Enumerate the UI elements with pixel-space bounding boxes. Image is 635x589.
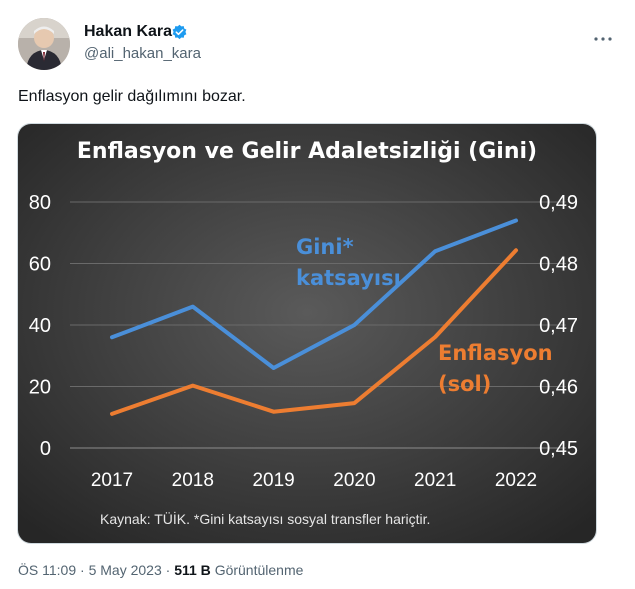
view-count: 511 B xyxy=(174,562,211,578)
chart-title: Enflasyon ve Gelir Adaletsizliği (Gini) xyxy=(77,139,537,164)
x-tick-label: 2017 xyxy=(91,470,133,491)
x-tick-label: 2018 xyxy=(172,470,214,491)
verified-badge-icon xyxy=(172,24,187,40)
y-left-tick-label: 20 xyxy=(29,377,51,399)
y-right-tick-label: 0,47 xyxy=(539,315,578,337)
author-name[interactable]: Hakan Kara xyxy=(84,23,173,40)
tweet-time[interactable]: ÖS 11:09 xyxy=(18,562,77,578)
avatar-image xyxy=(18,18,70,70)
ellipsis-icon[interactable] xyxy=(594,26,612,47)
x-tick-label: 2020 xyxy=(333,470,375,491)
chart-source-note: Kaynak: TÜİK. *Gini katsayısı sosyal tra… xyxy=(100,510,430,527)
y-right-tick-label: 0,45 xyxy=(539,438,578,460)
meta-separator: · xyxy=(165,562,171,578)
tweet-text: Enflasyon gelir dağılımını bozar. xyxy=(18,88,246,105)
y-left-tick-label: 0 xyxy=(40,438,51,460)
tweet-header: Hakan Kara @ali_hakan_kara xyxy=(18,18,618,74)
chart-svg: Enflasyon ve Gelir Adaletsizliği (Gini) … xyxy=(18,124,596,543)
x-tick-label: 2019 xyxy=(252,470,294,491)
meta-separator: · xyxy=(80,562,85,578)
y-right-tick-label: 0,46 xyxy=(539,377,578,399)
y-right-tick-label: 0,49 xyxy=(539,192,578,214)
x-tick-label: 2022 xyxy=(495,470,537,491)
series-label: katsayısı xyxy=(296,266,401,290)
author-handle[interactable]: @ali_hakan_kara xyxy=(84,45,201,62)
author-avatar[interactable] xyxy=(18,18,70,70)
chart-background xyxy=(18,124,596,543)
y-left-tick-label: 40 xyxy=(29,315,51,337)
tweet-date[interactable]: 5 May 2023 xyxy=(88,562,162,578)
y-left-tick-label: 80 xyxy=(29,192,51,214)
series-label: Gini* xyxy=(296,235,354,259)
tweet-meta: ÖS 11:09 · 5 May 2023 · 511 B Görüntülen… xyxy=(18,562,303,578)
view-label: Görüntülenme xyxy=(214,562,304,578)
y-left-tick-label: 60 xyxy=(29,254,51,276)
series-line xyxy=(110,248,518,416)
series-label: (sol) xyxy=(438,372,491,396)
series-line xyxy=(110,218,518,370)
y-right-tick-label: 0,48 xyxy=(539,254,578,276)
tweet-media-chart[interactable]: Enflasyon ve Gelir Adaletsizliği (Gini) … xyxy=(17,123,597,544)
series-label: Enflasyon xyxy=(438,341,553,365)
x-tick-label: 2021 xyxy=(414,470,456,491)
